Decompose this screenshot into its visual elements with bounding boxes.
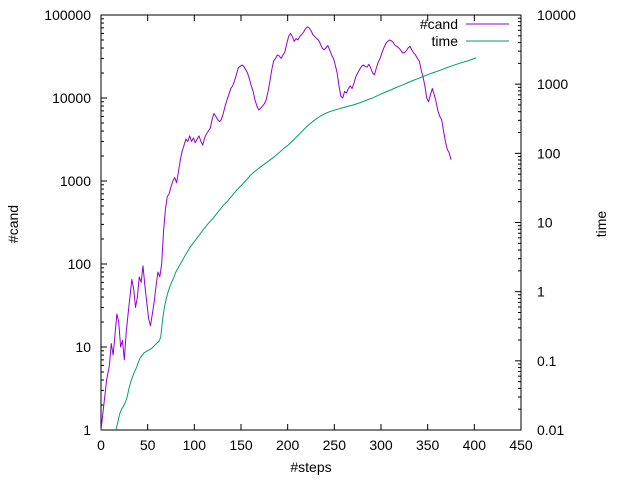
legend-label: #cand xyxy=(420,16,458,32)
y-axis-label: #cand xyxy=(5,205,21,243)
y-tick-label: 1000 xyxy=(60,173,91,189)
series-line-cand xyxy=(100,26,452,431)
ticks-layer: 0 50 100 150 200 250 300 350 400 4501101001000100… xyxy=(44,7,576,453)
y-tick-label: 10 xyxy=(75,339,91,355)
x-tick-label: 0 xyxy=(97,437,105,453)
x-axis-label: #steps xyxy=(290,459,331,475)
y2-tick-label: 0.1 xyxy=(537,353,557,369)
y-tick-label: 1 xyxy=(83,422,91,438)
series-line-time xyxy=(115,57,477,431)
x-tick-label: 450 xyxy=(509,437,533,453)
y2-tick-label: 10 xyxy=(537,215,553,231)
y-tick-label: 100 xyxy=(68,256,92,272)
y-tick-label: 10000 xyxy=(52,90,91,106)
y2-axis-label: time xyxy=(593,211,609,238)
x-tick-label: 400 xyxy=(463,437,487,453)
x-tick-label: 250 xyxy=(323,437,347,453)
y2-tick-label: 10000 xyxy=(537,7,576,23)
legend-label: time xyxy=(432,33,459,49)
x-tick-label: 200 xyxy=(276,437,300,453)
series-layer xyxy=(100,26,477,431)
y2-tick-label: 100 xyxy=(537,145,561,161)
y2-tick-label: 0.01 xyxy=(537,422,564,438)
y2-tick-label: 1000 xyxy=(537,76,568,92)
y2-tick-label: 1 xyxy=(537,284,545,300)
x-tick-label: 350 xyxy=(416,437,440,453)
x-tick-label: 100 xyxy=(183,437,207,453)
x-tick-label: 300 xyxy=(369,437,393,453)
y-tick-label: 100000 xyxy=(44,7,91,23)
x-tick-label: 150 xyxy=(229,437,253,453)
x-tick-label: 50 xyxy=(140,437,156,453)
